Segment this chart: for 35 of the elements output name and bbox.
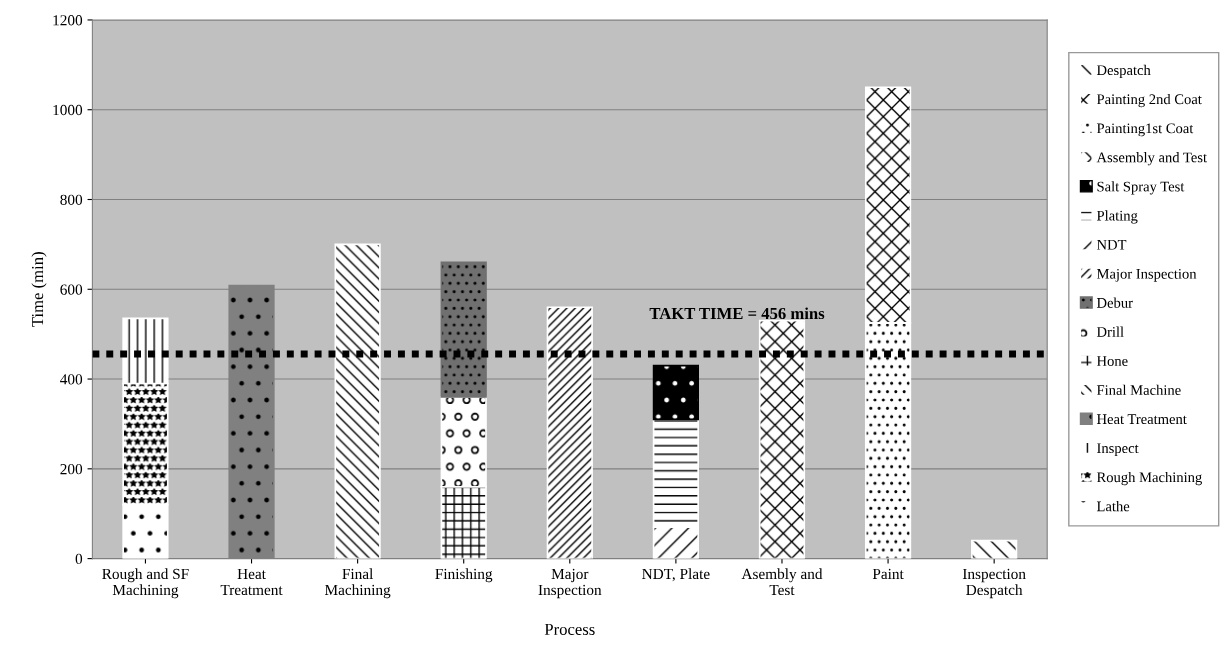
x-tick-label: Heat Treatment: [220, 568, 283, 596]
y-tick-label: 1200: [53, 15, 83, 26]
y-axis-title: Time (min): [31, 252, 47, 327]
x-tick-label: Paint: [872, 568, 904, 580]
x-tick-label: Asembly and Test: [741, 568, 823, 596]
x-tick-label: Final Machining: [324, 568, 391, 599]
x-tick-label: NDT, Plate: [642, 568, 710, 582]
legend-label: Final Machine: [1096, 384, 1181, 395]
legend-label: Inspect: [1097, 443, 1139, 457]
y-tick-label: 1000: [53, 104, 83, 116]
y-tick-label: 0: [75, 553, 83, 565]
legend-label: Lathe: [1096, 501, 1130, 512]
legend-label: NDT: [1096, 239, 1127, 250]
legend-label: Painting1st Coat: [1096, 123, 1194, 137]
y-tick-label: 400: [60, 374, 83, 385]
y-tick-label: 800: [60, 194, 83, 205]
legend-label: Drill: [1096, 326, 1124, 337]
legend-label: Plating: [1096, 210, 1138, 224]
legend-label: Assembly and Test: [1096, 152, 1207, 166]
legend-label: Salt Spray Test: [1097, 181, 1185, 195]
y-tick-label: 600: [60, 284, 83, 295]
x-tick-label: Inspection Despatch: [962, 568, 1026, 599]
ref-line-label: TAKT TIME = 456 mins: [649, 307, 825, 320]
legend-label: Debur: [1096, 297, 1133, 308]
legend-label: Major Inspection: [1096, 268, 1197, 282]
x-axis-title: Process: [544, 623, 595, 635]
legend-label: Painting 2nd Coat: [1096, 93, 1202, 108]
legend-label: Hone: [1096, 356, 1128, 366]
legend-label: Despatch: [1096, 64, 1151, 79]
legend-label: Rough Machining: [1096, 471, 1202, 486]
legend-label: Heat Treatment: [1096, 414, 1187, 425]
x-tick-label: Finishing: [435, 568, 493, 583]
y-tick-label: 200: [60, 463, 83, 475]
x-tick-label: Major Inspection: [538, 568, 602, 599]
x-tick-label: Rough and SF Machining: [102, 568, 189, 599]
